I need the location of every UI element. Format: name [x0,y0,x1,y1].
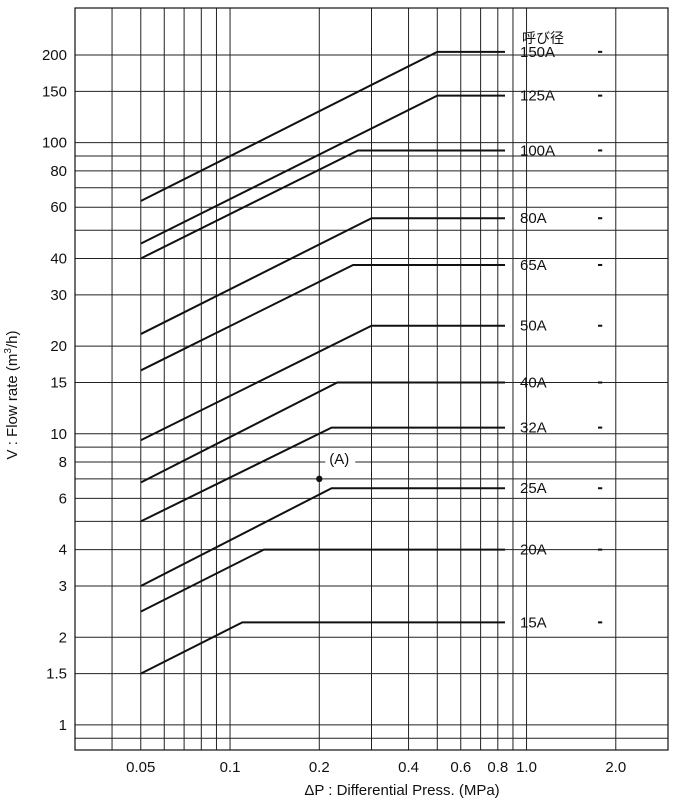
series-label-150A: 150A [520,44,555,61]
y-axis-title-main: V : Flow rate (m [4,354,21,460]
y-tick-label: 150 [42,83,67,100]
y-tick-label: 1 [59,717,67,734]
series-line-20A [140,548,505,613]
plot-border [74,7,669,751]
series-line-50A [140,324,505,442]
x-tick-label: 2.0 [605,759,626,776]
series-labels: 150A 125A 100A 80A 65A 50A 40A 32A 25A 20A 15A [520,44,555,632]
series-label-25A: 25A [520,480,547,497]
x-tick-label: 1.0 [516,759,537,776]
series-lines [140,50,603,675]
series-label-15A: 15A [520,614,547,631]
annotation-point [316,475,323,483]
annotation-label-bg [325,448,356,469]
x-tick-labels: 0.05 0.1 0.2 0.4 0.6 0.8 1.0 2.0 [126,759,626,776]
series-line-125A [140,94,505,245]
series-line-32A [140,426,505,523]
y-tick-label: 15 [50,374,67,391]
series-line-80A [140,217,505,335]
y-tick-label: 30 [50,287,67,304]
y-tick-label: 8 [59,454,67,471]
x-tick-label: 0.8 [487,759,508,776]
x-tick-label: 0.6 [450,759,471,776]
series-line-100A [140,149,505,260]
series-line-65A [140,263,505,372]
y-axis-title-sup: 3 [3,348,14,354]
annotations: (A) [316,448,356,483]
y-tick-labels: 1 1.5 2 3 4 6 8 10 15 20 30 40 60 80 100 150 200 [42,47,67,734]
series-line-40A [140,381,505,484]
y-tick-label: 100 [42,135,67,152]
series-label-20A: 20A [520,542,547,559]
series-line-150A [140,50,505,202]
series-label-50A: 50A [520,318,547,335]
y-tick-label: 10 [50,426,67,443]
annotation-label: (A) [329,451,349,468]
series-label-125A: 125A [520,88,555,105]
series-label-32A: 32A [520,420,547,437]
x-axis-title: ΔP : Differential Press. (MPa) [304,782,499,799]
y-tick-label: 200 [42,47,67,64]
y-tick-label: 20 [50,338,67,355]
series-label-65A: 65A [520,257,547,274]
series-line-25A [140,487,505,587]
grid-lines [75,8,668,750]
y-axis-title-unit: /h) [4,331,21,349]
y-tick-label: 40 [50,250,67,267]
y-tick-label: 2 [59,629,67,646]
x-tick-label: 0.1 [220,759,241,776]
y-tick-label: 3 [59,578,67,595]
x-tick-label: 0.05 [126,759,155,776]
series-label-100A: 100A [520,142,555,159]
x-tick-label: 0.2 [309,759,330,776]
plot-frame [74,7,669,751]
series-label-40A: 40A [520,374,547,391]
series-label-80A: 80A [520,210,547,227]
y-axis-title: V : Flow rate (m3/h) [3,331,21,460]
y-tick-label: 80 [50,163,67,180]
series-line-15A [140,621,505,675]
y-tick-label: 4 [59,542,67,559]
y-tick-label: 6 [59,490,67,507]
y-tick-label: 1.5 [46,666,67,683]
x-tick-label: 0.4 [398,759,419,776]
y-tick-label: 60 [50,199,67,216]
legend-title: 呼び径 [522,31,564,47]
